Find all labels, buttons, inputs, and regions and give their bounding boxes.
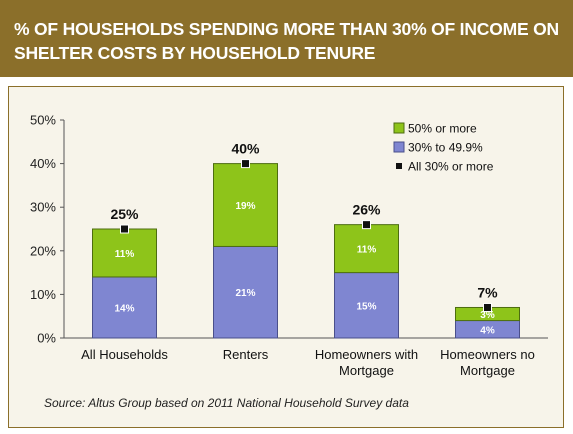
x-tick-label: Mortgage [460, 363, 515, 378]
data-label: 19% [235, 201, 255, 212]
bar-segment-50-plus [92, 228, 157, 278]
data-label: 14% [114, 303, 134, 314]
bar-segment-50-plus [334, 224, 399, 274]
bar-segment-30-49 [213, 245, 278, 339]
y-tick-label: 30% [30, 200, 56, 215]
total-label: 25% [110, 206, 139, 222]
y-tick-label: 0% [37, 331, 56, 346]
total-label: 26% [352, 202, 381, 218]
legend-label: All 30% or more [408, 160, 494, 174]
x-tick-label: Mortgage [339, 363, 394, 378]
y-tick-label: 40% [30, 156, 56, 171]
bar-segment-50-plus [213, 163, 278, 247]
y-tick-label: 50% [30, 113, 56, 128]
data-label: 11% [115, 249, 135, 260]
source-note: Source: Altus Group based on 2011 Nation… [44, 396, 409, 410]
data-label: 21% [235, 288, 255, 299]
total-marker [120, 224, 129, 234]
data-label: 11% [357, 245, 377, 256]
total-marker [241, 159, 250, 169]
data-label: 15% [356, 301, 376, 312]
total-marker [362, 220, 371, 230]
legend-label: 50% or more [408, 122, 477, 136]
total-label: 40% [231, 141, 260, 157]
bar-segment-30-49 [334, 272, 399, 339]
legend-swatch-30-49 [393, 141, 405, 153]
y-tick-label: 20% [30, 243, 56, 258]
chart-header: % OF HOUSEHOLDS SPENDING MORE THAN 30% O… [0, 0, 573, 77]
data-label: 4% [480, 325, 495, 336]
legend-swatch-total [396, 163, 402, 169]
total-label: 7% [477, 284, 498, 300]
x-tick-label: Homeowners with [315, 347, 418, 362]
bar-segment-30-49 [92, 276, 157, 339]
legend-label: 30% to 49.9% [408, 141, 483, 155]
x-tick-label: Homeowners no [440, 347, 535, 362]
y-tick-label: 10% [30, 287, 56, 302]
legend-swatch-50-plus [393, 122, 405, 134]
x-tick-label: All Households [81, 347, 168, 362]
x-tick-label: Renters [223, 347, 269, 362]
data-label: 3% [480, 310, 495, 321]
chart-title: % OF HOUSEHOLDS SPENDING MORE THAN 30% O… [14, 19, 559, 63]
total-marker [483, 302, 492, 312]
